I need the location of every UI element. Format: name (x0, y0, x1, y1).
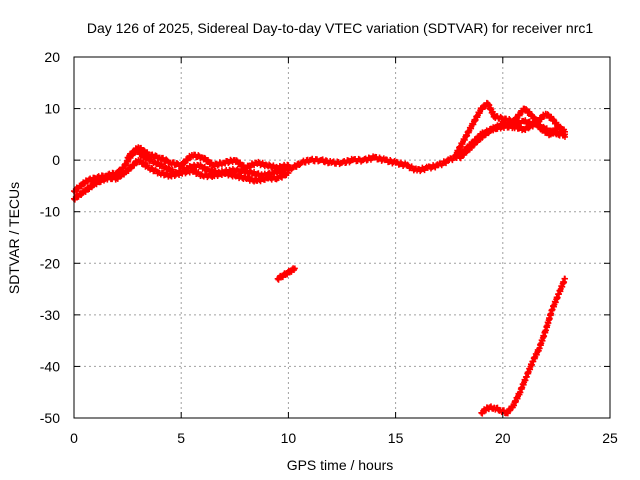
data-trace (511, 390, 523, 409)
data-trace (556, 124, 568, 139)
y-tick-label: -30 (40, 307, 60, 323)
data-trace (265, 161, 280, 172)
series-evening-lower (456, 110, 568, 162)
x-tick-label: 5 (177, 430, 185, 446)
data-point (561, 133, 568, 140)
data-trace (136, 144, 152, 158)
data-point (561, 275, 568, 282)
data-trace (511, 105, 527, 125)
data-trace (222, 169, 237, 180)
data-trace (453, 136, 467, 159)
data-trace (543, 111, 555, 121)
series-isolated-segment (274, 265, 298, 283)
data-trace (530, 346, 542, 365)
data-trace (232, 157, 248, 171)
data-trace (523, 358, 536, 380)
x-tick-label: 15 (388, 430, 404, 446)
plot-frame (73, 56, 611, 419)
y-tick-label: 20 (44, 49, 60, 65)
x-tick-label: 25 (602, 430, 618, 446)
chart-title: Day 126 of 2025, Sidereal Day-to-day VTE… (87, 20, 593, 36)
x-axis-label: GPS time / hours (287, 457, 394, 473)
data-point (291, 265, 298, 272)
y-tick-label: 10 (44, 101, 60, 117)
data-trace (232, 171, 248, 183)
y-tick-label: -50 (40, 410, 60, 426)
data-trace (549, 291, 562, 313)
y-tick-label: -10 (40, 204, 60, 220)
series-late-descent (478, 275, 568, 417)
data-trace (136, 157, 152, 171)
data-trace (556, 275, 568, 297)
series-lower-offset (71, 157, 292, 203)
series-upper-offset (124, 144, 292, 172)
data-trace (485, 101, 497, 120)
x-tick-label: 10 (281, 430, 297, 446)
data-trace (254, 158, 269, 170)
tick-layer: 0 5 10 15 20 25 -50 -40 -30 -20 -10 0 10 20 (40, 49, 618, 446)
data-trace (517, 374, 529, 396)
data-layer (71, 99, 568, 417)
x-tick-label: 0 (70, 430, 78, 446)
y-tick-label: 0 (52, 152, 60, 168)
data-trace (536, 328, 549, 352)
x-tick-label: 20 (495, 430, 511, 446)
y-tick-label: -20 (40, 255, 60, 271)
data-trace (461, 120, 476, 143)
y-axis-label: SDTVAR / TECUs (6, 182, 22, 294)
data-trace (492, 113, 505, 122)
data-trace (470, 105, 484, 128)
y-tick-label: -40 (40, 358, 60, 374)
data-trace (200, 154, 216, 169)
data-point (285, 170, 292, 177)
data-point (285, 162, 292, 169)
